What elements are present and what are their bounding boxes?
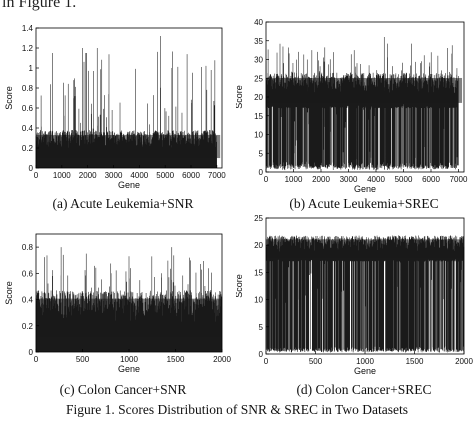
x-tick-label: 3000 — [340, 175, 358, 184]
y-tick-label: 0.2 — [22, 144, 34, 153]
x-tick-label: 2000 — [79, 171, 97, 180]
y-tick-label: 10 — [254, 131, 263, 140]
x-tick-label: 3000 — [105, 171, 123, 180]
subfigure-caption-b: (b) Acute Leukemia+SREC — [289, 196, 439, 211]
chart-acute-leukemia-snr: 0 1000 2000 3000 4000 5000 6000 7000 0 0.2 0.4 0.6 0… — [4, 24, 226, 190]
y-tick-label: 20 — [254, 93, 263, 102]
subfigure-caption-c: (c) Colon Cancer+SNR — [59, 382, 187, 397]
y-tick-label: 15 — [254, 268, 263, 277]
y-tick-label: 0.4 — [22, 296, 34, 305]
x-axis-label: Gene — [354, 184, 376, 194]
score-band — [36, 298, 222, 338]
y-tick-label: 35 — [254, 37, 263, 46]
x-tick-label: 6000 — [422, 175, 440, 184]
x-tick-label: 500 — [76, 355, 90, 364]
x-tick-label: 6000 — [182, 171, 200, 180]
y-tick-label: 5 — [259, 149, 264, 158]
y-tick-label: 5 — [259, 323, 264, 332]
x-axis-label: Gene — [118, 180, 140, 190]
y-tick-label: 0.6 — [22, 104, 34, 113]
plot-frame — [35, 27, 223, 169]
x-tick-label: 7000 — [450, 175, 468, 184]
x-tick-label: 2000 — [213, 355, 231, 364]
chart-acute-leukemia-srec: 0 1000 2000 3000 4000 5000 6000 7000 0 5 10 15 20 25 3… — [236, 18, 468, 194]
x-tick-label: 1000 — [53, 171, 71, 180]
score-band — [36, 134, 221, 159]
x-tick-label: 2000 — [455, 357, 473, 366]
y-tick-label: 15 — [254, 112, 263, 121]
x-tick-label: 1000 — [120, 355, 138, 364]
y-tick-label: 1.2 — [22, 44, 34, 53]
y-axis-label: Score — [4, 86, 14, 110]
y-axis-label: Score — [236, 85, 244, 109]
y-tick-label: 0 — [259, 350, 264, 359]
y-tick-label: 20 — [254, 241, 263, 250]
y-tick-label: 40 — [254, 18, 263, 27]
y-tick-label: 0.4 — [22, 124, 34, 133]
subfigure-caption-a: (a) Acute Leukemia+SNR — [52, 196, 194, 211]
gene-score-lines — [265, 37, 459, 171]
x-tick-label: 5000 — [156, 171, 174, 180]
figure-caption: Figure 1. Scores Distribution of SNR & S… — [66, 402, 408, 417]
y-tick-label: 30 — [254, 56, 263, 65]
x-tick-label: 1000 — [356, 357, 374, 366]
y-axis-label: Score — [236, 274, 244, 298]
x-tick-label: 0 — [34, 171, 39, 180]
x-tick-label: 4000 — [367, 175, 385, 184]
y-tick-label: 0 — [29, 348, 34, 357]
x-tick-label: 0 — [34, 355, 39, 364]
y-tick-label: 0.8 — [22, 243, 34, 252]
y-tick-label: 0 — [29, 164, 34, 173]
x-tick-label: 0 — [264, 175, 269, 184]
y-tick-label: 0.8 — [22, 84, 34, 93]
y-tick-label: 0.2 — [22, 322, 34, 331]
y-tick-label: 25 — [254, 74, 263, 83]
x-tick-label: 4000 — [130, 171, 148, 180]
x-tick-label: 7000 — [208, 171, 226, 180]
y-tick-label: 25 — [254, 214, 263, 223]
x-axis-label: Gene — [118, 364, 140, 374]
y-tick-label: 0.6 — [22, 269, 34, 278]
score-band — [266, 239, 464, 258]
y-tick-label: 0 — [259, 168, 264, 177]
x-tick-label: 1500 — [406, 357, 424, 366]
x-tick-label: 0 — [264, 357, 269, 366]
x-tick-label: 2000 — [312, 175, 330, 184]
y-tick-label: 1.4 — [22, 24, 34, 33]
x-tick-label: 500 — [309, 357, 323, 366]
x-tick-label: 1000 — [285, 175, 303, 184]
x-tick-label: 5000 — [395, 175, 413, 184]
y-axis-label: Score — [4, 281, 14, 305]
page-text-fragment: in Figure 1. — [2, 0, 77, 11]
x-axis-label: Gene — [354, 366, 376, 376]
x-tick-label: 1500 — [167, 355, 185, 364]
y-tick-label: 10 — [254, 296, 263, 305]
chart-colon-cancer-snr: 0 500 1000 1500 2000 0 0.2 0.4 0.6 0.8 Gene Score — [4, 233, 231, 374]
chart-colon-cancer-srec: 0 500 1000 1500 2000 0 5 10 15 20 25 Gene Score — [236, 214, 473, 376]
score-band — [266, 77, 463, 103]
subfigure-caption-d: (d) Colon Cancer+SREC — [296, 382, 432, 397]
y-tick-label: 1 — [29, 64, 34, 73]
